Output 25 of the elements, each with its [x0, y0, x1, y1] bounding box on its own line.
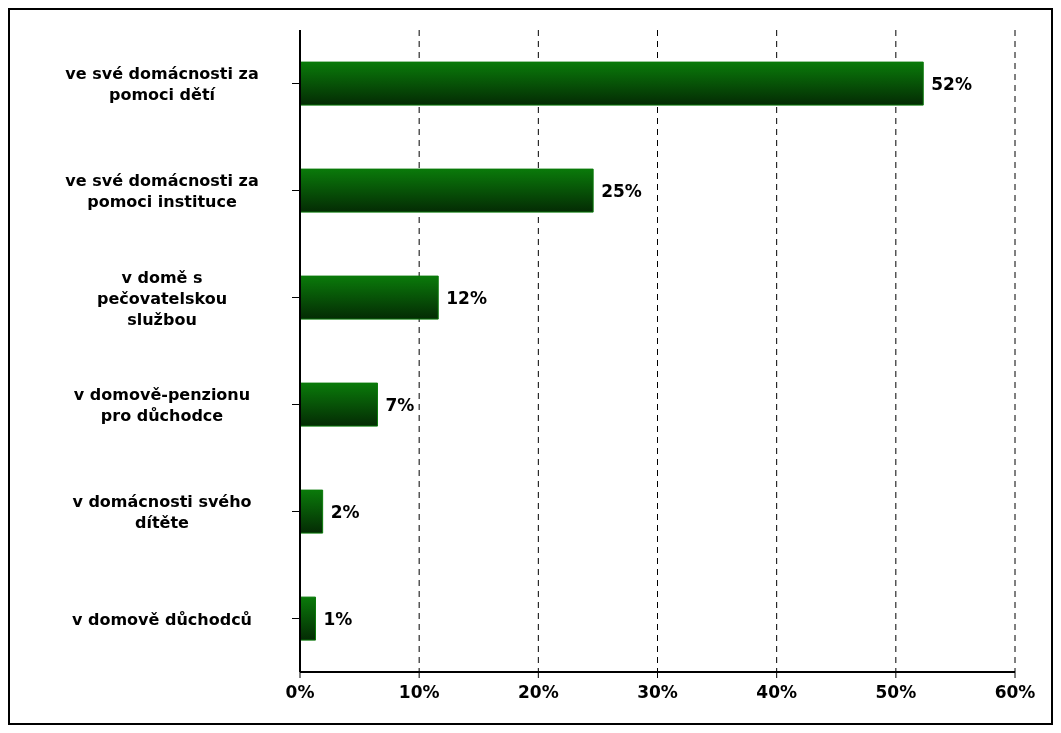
bar [300, 489, 324, 534]
x-tick-label: 20% [517, 682, 559, 703]
data-label: 7% [385, 394, 415, 415]
y-tick-label: ve své domácnosti za pomoci dětí [65, 63, 259, 104]
y-tick-label: v domově-penzionu pro důchodce [73, 384, 251, 425]
bar [300, 275, 439, 320]
data-label: 25% [601, 180, 642, 201]
y-tick-label: ve své domácnosti za pomoci instituce [65, 170, 259, 211]
bar [300, 596, 316, 641]
bar [300, 168, 594, 213]
bar [300, 382, 378, 427]
bar [300, 61, 924, 106]
x-tick-label: 60% [994, 682, 1036, 703]
x-tick-label: 50% [875, 682, 917, 703]
x-tick-label: 10% [398, 682, 440, 703]
data-label: 2% [330, 501, 360, 522]
data-label: 12% [446, 287, 487, 308]
y-tick-label: v domě s pečovatelskou službou [96, 267, 228, 328]
x-tick-label: 30% [637, 682, 678, 703]
data-label: 52% [931, 73, 972, 94]
x-tick-label: 40% [756, 682, 798, 703]
x-tick-label: 0% [285, 682, 315, 703]
y-tick-label: v domácnosti svého dítěte [72, 491, 252, 532]
data-label: 1% [323, 608, 353, 629]
y-tick-label: v domově důchodců [72, 609, 252, 628]
